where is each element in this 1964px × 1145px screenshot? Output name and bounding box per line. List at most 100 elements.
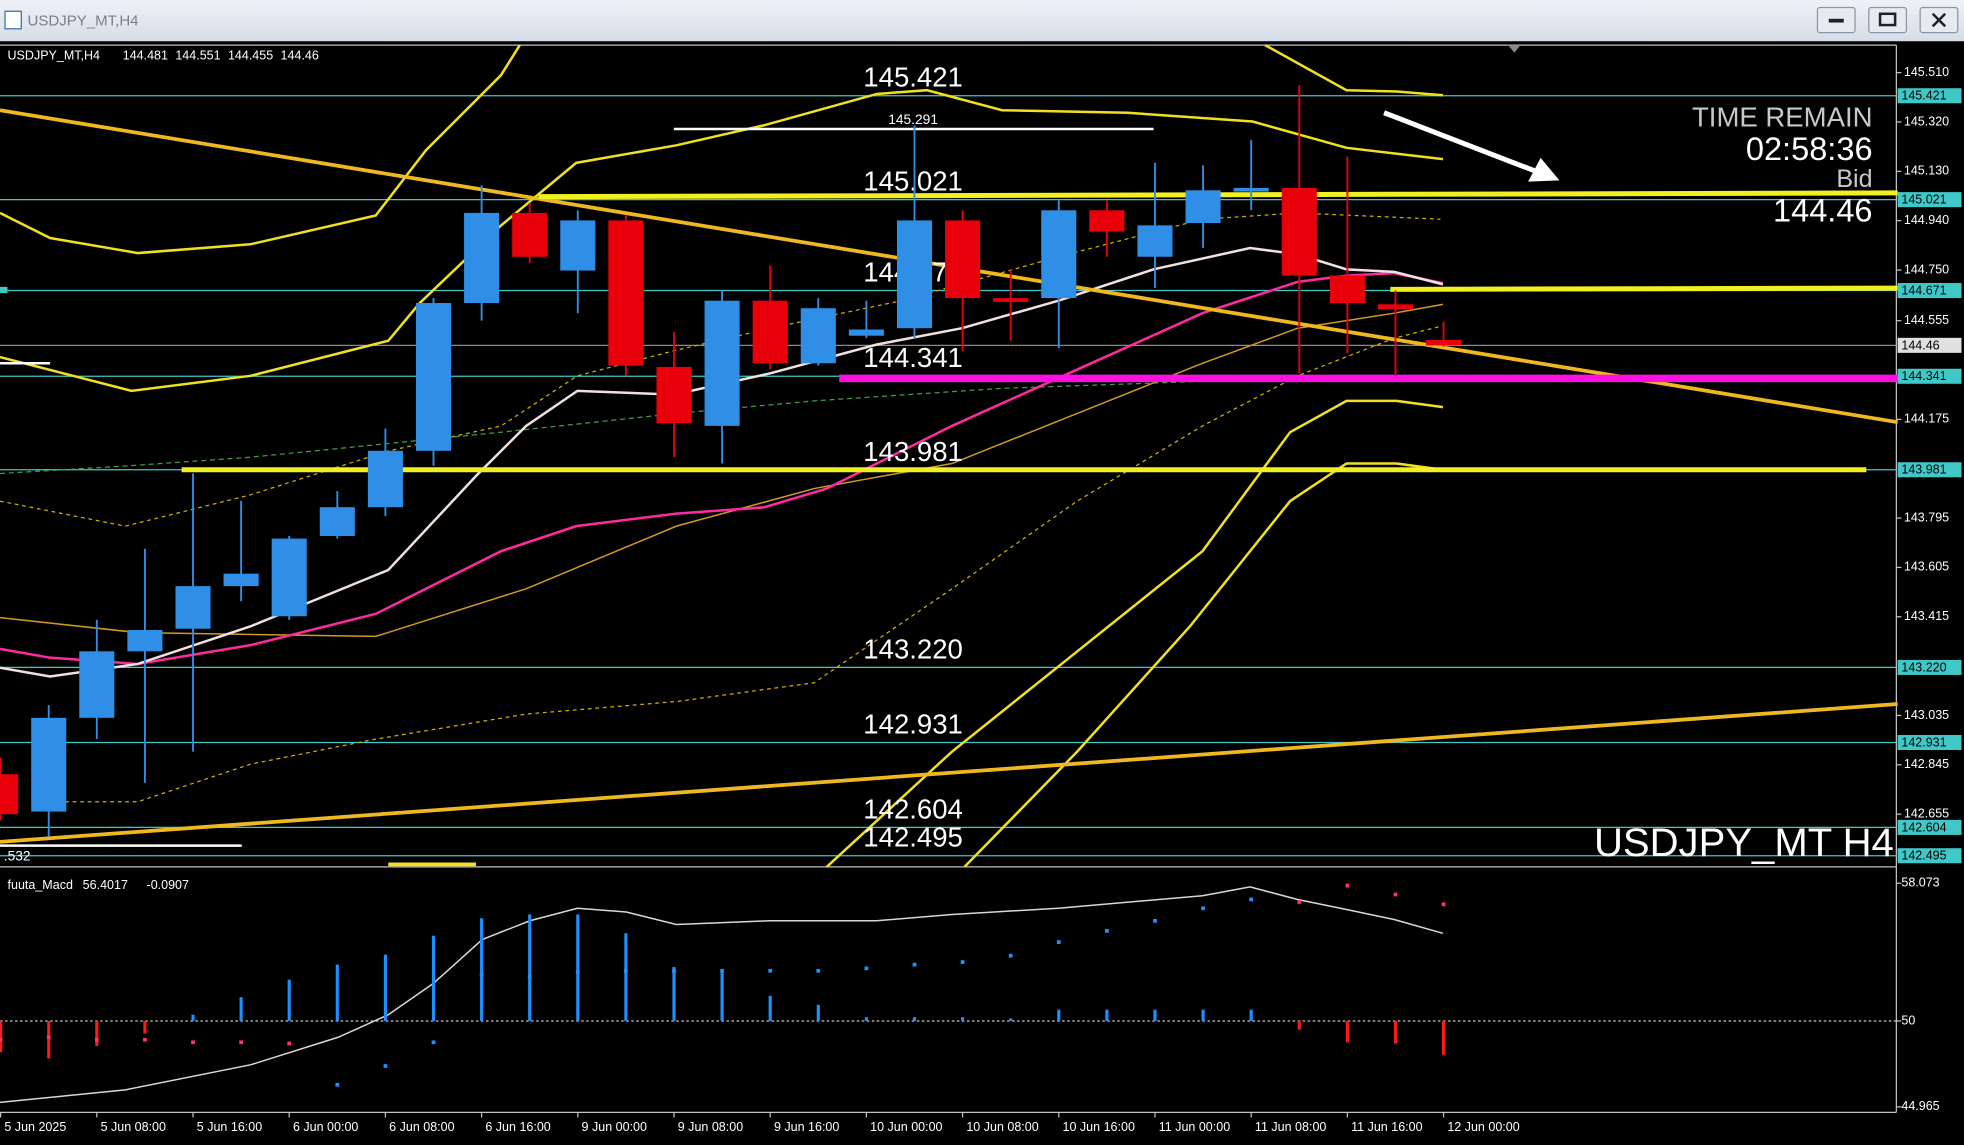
candle-body [1041,210,1077,299]
level-label: 144.341 [863,342,963,373]
x-tick-label: 5 Jun 08:00 [101,1120,166,1134]
candle-body [752,300,788,364]
signal-dot [1393,892,1398,897]
maximize-icon [1878,12,1897,27]
left-label: .532 [4,849,31,864]
signal-dot [1008,953,1013,958]
shift-marker [1508,45,1521,53]
y-tick-label: 144.175 [1904,412,1949,426]
y-tick-label: 143.605 [1904,560,1949,574]
annotation-label: 145.291 [888,112,938,127]
signal-dot [143,1037,147,1042]
signal-dot [1056,940,1061,944]
candle-body [367,450,403,508]
signal-dot [720,968,724,973]
x-tick-label: 12 Jun 00:00 [1447,1120,1519,1134]
x-tick-label: 10 Jun 00:00 [870,1120,942,1134]
level-tag-label: 143.981 [1901,463,1946,477]
signal-dot [1249,897,1254,902]
candle-body [1281,187,1317,276]
y-tick-label: 145.320 [1904,114,1949,128]
level-tag-label: 145.421 [1901,89,1946,103]
candle-body [800,308,836,364]
maximize-button[interactable] [1868,6,1908,34]
level-label: 142.604 [863,793,963,824]
candle-body [848,329,884,336]
bid-label: Bid [1836,165,1872,193]
candle-body [1426,339,1462,346]
level-tag [1897,734,1962,750]
minimize-icon [1828,18,1844,23]
x-tick-label: 6 Jun 08:00 [389,1120,454,1134]
signal-dot [335,1082,340,1087]
signal-dot [575,970,580,975]
y-tick-label: 144.750 [1904,262,1949,276]
level-label: 143.220 [863,633,963,664]
bid-value: 144.46 [1773,193,1873,229]
signal-dot [768,968,773,973]
x-tick-label: 11 Jun 16:00 [1351,1120,1422,1134]
y-tick-label: 44.965 [1901,1099,1939,1113]
level-label: 142.495 [863,822,963,853]
level-tag-label: 145.021 [1901,193,1946,207]
x-tick-label: 9 Jun 16:00 [774,1120,839,1134]
band-line [0,44,521,255]
signal-dot [672,968,676,973]
x-tick-label: 6 Jun 00:00 [293,1120,358,1134]
candle-body [560,220,596,271]
candle-body [127,630,163,652]
signal-dot [383,1064,388,1068]
level-tag [1897,368,1962,384]
signal-dot [287,1041,292,1046]
header-close: 144.46 [281,49,319,63]
y-tick-label: 143.795 [1904,510,1949,524]
signal-dot [431,1040,436,1045]
time-remain-value: 02:58:36 [1746,131,1873,167]
candle-body [415,303,452,451]
level-tag [1897,88,1962,104]
macd-line [0,886,1444,1104]
signal-dot [1297,900,1302,904]
candle-body [945,220,981,299]
candle-body [31,717,67,812]
level-tag [1897,283,1962,299]
y-tick-label: 142.845 [1904,757,1949,771]
level-label: 143.981 [863,436,963,467]
indicator-value: -0.0907 [147,878,189,892]
level-tag-label: 143.220 [1901,660,1946,674]
level-label: 142.931 [863,708,963,739]
candle-body [175,586,211,629]
signal-dot [912,962,917,967]
signal-dot [94,1037,99,1042]
candle-body [704,300,740,426]
candle-body [319,507,355,536]
y-tick-label: 144.940 [1904,213,1949,227]
time-remain-label: TIME REMAIN [1692,101,1873,132]
signal-dot [527,975,532,979]
signal-dot [1441,902,1446,907]
signal-dot [239,1040,243,1045]
level-tag [1897,462,1962,478]
signal-dot [0,1037,3,1042]
level-tag [1897,192,1962,208]
chart-background [0,41,1964,1145]
level-tag [1897,819,1962,835]
arrow-head [1528,157,1560,182]
x-tick-label: 10 Jun 08:00 [966,1120,1038,1134]
arrow [1383,110,1545,177]
band-line [825,399,1444,868]
signal-dot [191,1040,195,1045]
signal-dot [960,960,965,964]
x-tick-label: 10 Jun 16:00 [1063,1120,1135,1134]
band-line [0,88,1444,393]
candle-body [271,538,307,617]
signal-dot [1153,918,1157,923]
x-tick-label: 9 Jun 08:00 [678,1120,743,1134]
window-icon [4,10,22,30]
signal-dot [624,968,628,973]
title-bar [0,0,1964,42]
window-buttons[interactable] [1816,6,1959,34]
signal-dot [479,972,484,977]
x-tick-label: 5 Jun 16:00 [197,1120,262,1134]
